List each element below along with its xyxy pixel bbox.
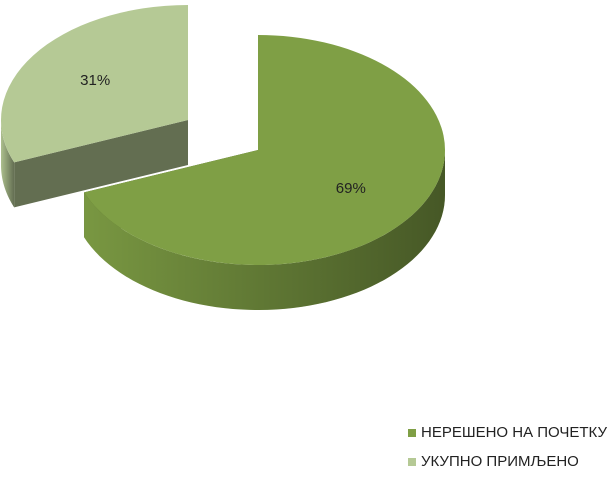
slice <box>1 5 189 163</box>
slice <box>84 35 446 265</box>
legend-label: УКУПНО ПРИМЉЕНО <box>421 453 579 470</box>
slice-side-shade <box>1 120 15 208</box>
legend-swatch <box>408 458 416 466</box>
slice-side-shade <box>84 150 445 310</box>
data-label: 69% <box>336 180 366 197</box>
slice-wall <box>14 120 189 208</box>
data-label: 31% <box>80 72 110 89</box>
legend-label: НЕРЕШЕНО НА ПОЧЕТКУ <box>421 424 607 441</box>
legend-swatch <box>408 429 416 437</box>
